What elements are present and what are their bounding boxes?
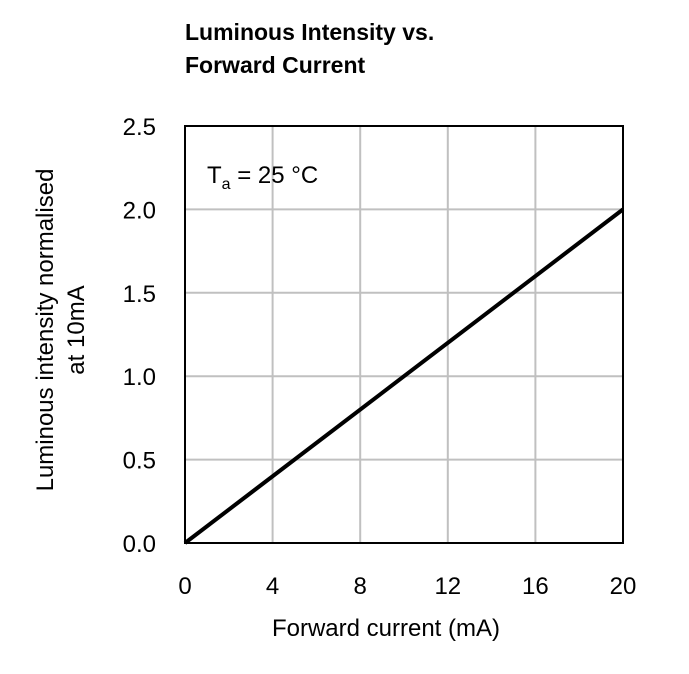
x-tick-label: 20 — [610, 573, 637, 600]
plot-area-frame — [184, 125, 624, 544]
y-tick-label: 0.5 — [123, 448, 156, 475]
annotation-symbol: T — [207, 162, 222, 189]
x-tick-label: 8 — [354, 573, 367, 600]
temperature-annotation: Ta = 25 °C — [207, 162, 318, 193]
series-layer — [183, 207, 625, 545]
x-axis-tick-labels: 0 4 8 12 16 20 — [178, 573, 636, 600]
chart-title-line-1: Luminous Intensity vs. — [185, 19, 435, 45]
y-axis-tick-labels: 0.0 0.5 1.0 1.5 2.0 2.5 — [123, 114, 156, 558]
annotation-subscript: a — [222, 176, 231, 193]
chart-title-line-2: Forward Current — [185, 52, 366, 78]
y-axis-label-line-1: Luminous intensity normalised — [32, 169, 59, 492]
y-axis-label-line-2: at 10mA — [63, 285, 90, 374]
x-axis-label: Forward current (mA) — [272, 615, 500, 642]
chart-title: Luminous Intensity vs. Forward Current — [185, 16, 434, 82]
y-tick-label: 0.0 — [123, 531, 156, 558]
x-tick-label: 16 — [522, 573, 549, 600]
x-tick-label: 12 — [434, 573, 461, 600]
grid-lines — [185, 126, 623, 543]
y-tick-label: 1.5 — [123, 281, 156, 308]
y-tick-label: 2.5 — [123, 114, 156, 141]
x-tick-label: 0 — [178, 573, 191, 600]
series-line — [183, 207, 625, 545]
y-tick-label: 1.0 — [123, 364, 156, 391]
y-tick-label: 2.0 — [123, 197, 156, 224]
annotation-value: = 25 °C — [231, 162, 319, 189]
x-tick-label: 4 — [266, 573, 279, 600]
